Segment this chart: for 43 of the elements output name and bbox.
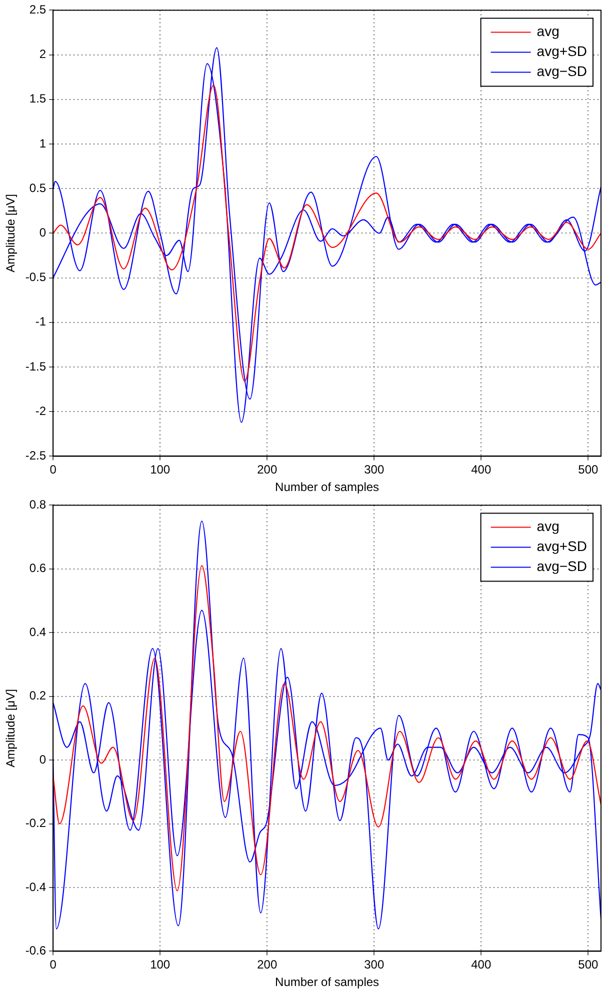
line-series (53, 520, 601, 930)
y-tick-label: -2.5 (25, 448, 46, 463)
x-tick-label: 400 (471, 462, 492, 477)
x-tick-label: 0 (50, 958, 57, 972)
y-tick-label: 0 (39, 752, 46, 766)
y-tick-label: -0.5 (25, 270, 46, 284)
y-tick-label: 0.8 (29, 498, 46, 512)
x-tick-label: 300 (364, 958, 384, 972)
legend-label: avg+SD (536, 43, 588, 60)
x-tick-label: 0 (50, 462, 57, 477)
x-tick-label: 100 (150, 958, 170, 972)
x-axis-title: Number of samples (275, 480, 380, 494)
y-axis-title: Amplitude [μV] (4, 194, 18, 272)
x-tick-label: 300 (364, 462, 384, 477)
x-axis-title: Number of samples (275, 975, 380, 990)
x-tick-label: 200 (257, 462, 278, 477)
line-series (53, 84, 601, 382)
y-tick-label: 1 (39, 136, 46, 150)
x-tick-label: 200 (257, 958, 278, 972)
y-tick-label: 2.5 (29, 2, 46, 17)
y-tick-label: -2 (35, 404, 46, 418)
y-tick-label: -1.5 (25, 359, 46, 374)
x-tick-label: 500 (578, 958, 598, 972)
y-tick-label: 0.5 (29, 180, 46, 195)
legend-label: avg−SD (536, 558, 588, 574)
y-tick-label: -0.4 (25, 880, 46, 894)
y-tick-label: 0.2 (29, 688, 46, 703)
y-tick-label: 0.4 (29, 624, 46, 639)
y-tick-label: 0.6 (29, 561, 46, 576)
legend-label: avg (536, 518, 560, 534)
y-tick-label: -1 (35, 314, 46, 329)
y-tick-label: -0.6 (25, 944, 46, 958)
y-axis-title: Amplitude [μV] (4, 689, 18, 768)
x-tick-label: 100 (150, 462, 170, 477)
legend-label: avg−SD (536, 63, 588, 80)
y-tick-label: 0 (39, 226, 46, 240)
legend-label: avg+SD (536, 538, 588, 554)
legend-label: avg (536, 23, 560, 40)
y-tick-label: -0.2 (25, 816, 46, 830)
y-tick-label: 1.5 (29, 92, 46, 106)
x-tick-label: 400 (471, 958, 492, 972)
x-tick-label: 500 (578, 462, 598, 477)
y-tick-label: 2 (39, 47, 46, 62)
